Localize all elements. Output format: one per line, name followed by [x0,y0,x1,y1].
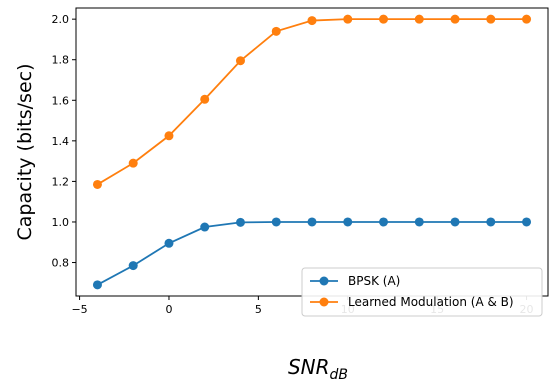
legend-swatch-marker-bpsk [319,276,329,286]
data-point-bpsk [522,217,532,227]
data-point-learned-modulation [164,131,174,141]
x-axis-title-main: SNR [288,355,330,379]
y-tick-label: 0.8 [52,257,70,270]
data-point-bpsk [271,217,281,227]
data-point-learned-modulation [486,14,496,24]
data-point-bpsk [200,222,210,232]
x-axis-title-subscript: dB [330,367,349,381]
legend-label-learned: Learned Modulation (A & B) [348,295,514,309]
plot-area [76,8,548,296]
data-point-bpsk [486,217,496,227]
data-point-learned-modulation [235,56,245,66]
data-point-bpsk [343,217,353,227]
legend: BPSK (A) Learned Modulation (A & B) [301,267,543,317]
data-point-learned-modulation [307,16,317,26]
data-point-learned-modulation [271,26,281,36]
data-point-bpsk [235,217,245,227]
data-point-bpsk [379,217,389,227]
data-point-learned-modulation [379,14,389,24]
data-point-bpsk [128,261,138,271]
y-tick-label: 2.0 [52,13,70,26]
y-tick-label: 1.8 [52,54,70,67]
data-point-learned-modulation [128,158,138,168]
y-tick-label: 1.2 [52,175,70,188]
data-point-bpsk [92,280,102,290]
legend-swatch-marker-learned [319,297,329,307]
x-tick-label: 0 [165,303,172,316]
x-tick-label: 5 [255,303,262,316]
series-layer [92,14,532,290]
data-point-bpsk [307,217,317,227]
x-axis-title: SNRdB [288,355,348,381]
y-axis-title: Capacity (bits/sec) [14,63,36,240]
x-tick-label: −5 [71,303,87,316]
y-axis: 0.8 1.0 1.2 1.4 1.6 1.8 2.0 [52,13,76,270]
legend-label-bpsk: BPSK (A) [348,274,400,288]
data-point-bpsk [164,238,174,248]
data-point-bpsk [450,217,460,227]
data-point-learned-modulation [522,14,532,24]
legend-box [301,267,543,317]
data-point-learned-modulation [450,14,460,24]
data-point-learned-modulation [343,14,353,24]
data-point-learned-modulation [92,179,102,189]
y-tick-label: 1.4 [52,135,70,148]
data-point-learned-modulation [200,94,210,104]
y-tick-label: 1.0 [52,216,70,229]
data-point-bpsk [414,217,424,227]
y-tick-label: 1.6 [52,94,70,107]
data-point-learned-modulation [414,14,424,24]
